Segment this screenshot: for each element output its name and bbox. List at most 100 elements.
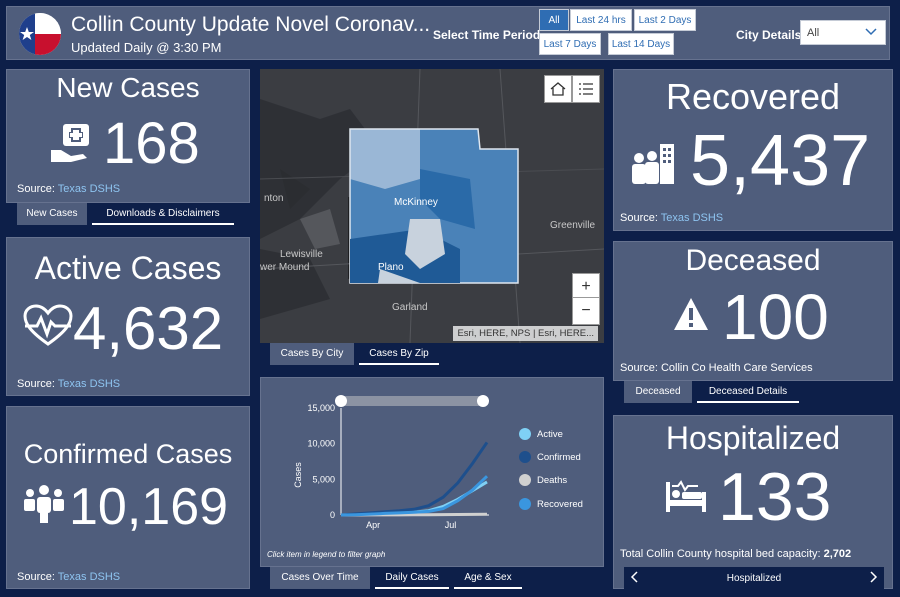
source-prefix: Source: xyxy=(17,378,55,390)
recovered-value: 5,437 xyxy=(690,121,871,201)
legend-item-recovered[interactable]: Recovered xyxy=(519,498,583,510)
bed-capacity-value: 2,702 xyxy=(823,548,852,560)
tab-cases-by-zip[interactable]: Cases By Zip xyxy=(359,343,439,365)
recovered-source: Source: Texas DSHS xyxy=(620,212,723,224)
confirmed-cases-title: Confirmed Cases xyxy=(23,439,233,469)
deceased-value: 100 xyxy=(722,281,829,353)
source-prefix: Source: xyxy=(620,212,658,224)
source-link[interactable]: Texas DSHS xyxy=(57,378,121,390)
legend-button[interactable] xyxy=(572,75,600,103)
map-label-flower-mound: wer Mound xyxy=(260,262,310,273)
source-prefix: Source: xyxy=(17,571,55,583)
people-city-icon xyxy=(630,142,682,193)
new-cases-value: 168 xyxy=(103,111,200,176)
time-period-label: Select Time Period xyxy=(433,28,541,42)
tab-new-cases[interactable]: New Cases xyxy=(17,203,87,225)
legend-label: Deaths xyxy=(537,474,568,486)
confirmed-cases-card: Confirmed Cases 10,169 Source: Texas DSH… xyxy=(6,406,250,589)
legend-dot xyxy=(519,498,531,510)
map-label-nton: nton xyxy=(264,193,284,204)
page-title: Collin County Update Novel Coronav... xyxy=(71,13,431,36)
source-link[interactable]: Texas DSHS xyxy=(660,212,724,224)
tab-age-sex[interactable]: Age & Sex xyxy=(454,567,522,589)
time-2days-button[interactable]: Last 2 Days xyxy=(634,9,696,31)
legend-item-deaths[interactable]: Deaths xyxy=(519,474,567,486)
chevron-right-icon[interactable] xyxy=(870,571,878,586)
deceased-title: Deceased xyxy=(685,244,821,277)
recovered-title: Recovered xyxy=(665,76,841,117)
hospitalized-card: Hospitalized 133 Total Collin County hos… xyxy=(613,415,893,589)
texas-flag-logo xyxy=(19,13,61,55)
heart-pulse-icon xyxy=(23,304,73,353)
tab-cases-over-time[interactable]: Cases Over Time xyxy=(270,567,370,589)
source-prefix: Source: xyxy=(17,183,55,195)
time-14days-button[interactable]: Last 14 Days xyxy=(608,33,674,55)
city-select[interactable]: All xyxy=(800,20,886,45)
legend-dot xyxy=(519,451,531,463)
hospitalized-nav-bar: Hospitalized xyxy=(624,567,884,589)
new-cases-source: Source: Texas DSHS xyxy=(17,183,120,195)
people-group-icon xyxy=(23,483,65,528)
header-bar: Collin County Update Novel Coronav... Up… xyxy=(6,6,890,60)
confirmed-cases-value: 10,169 xyxy=(69,478,229,536)
city-select-value: All xyxy=(807,26,820,39)
legend-dot xyxy=(519,474,531,486)
map-label-lewisville: Lewisville xyxy=(280,249,323,260)
source-link[interactable]: Texas DSHS xyxy=(57,571,121,583)
tab-cases-by-city[interactable]: Cases By City xyxy=(270,343,354,365)
map-label-greenville: Greenville xyxy=(550,220,596,231)
cases-over-time-chart[interactable]: Cases 15,000 10,000 5,000 0 Apr Jul xyxy=(261,378,501,538)
cases-chart-card: Cases 15,000 10,000 5,000 0 Apr Jul Active C… xyxy=(260,377,604,567)
chart-range-slider[interactable] xyxy=(339,396,485,406)
tab-deceased[interactable]: Deceased xyxy=(624,381,692,403)
y-tick-label: 15,000 xyxy=(307,403,335,413)
warning-icon xyxy=(672,296,710,337)
list-icon xyxy=(579,83,593,95)
chevron-down-icon xyxy=(865,27,877,40)
legend-label: Active xyxy=(537,428,563,440)
bed-capacity-label: Total Collin County hospital bed capacit… xyxy=(620,548,821,560)
active-cases-card: Active Cases 4,632 Source: Texas DSHS xyxy=(6,237,250,396)
chart-hint: Click item in legend to filter graph xyxy=(267,550,386,559)
legend-item-confirmed[interactable]: Confirmed xyxy=(519,451,581,463)
home-button[interactable] xyxy=(544,75,572,103)
hospital-bed-icon xyxy=(664,480,708,519)
tab-deceased-details[interactable]: Deceased Details xyxy=(697,381,799,403)
x-tick-label: Jul xyxy=(445,520,457,530)
tab-downloads-disclaimers[interactable]: Downloads & Disclaimers xyxy=(92,203,234,225)
series-line-confirmed[interactable] xyxy=(340,441,489,517)
zoom-out-button[interactable]: − xyxy=(572,297,600,325)
y-tick-label: 5,000 xyxy=(312,474,335,484)
chevron-left-icon[interactable] xyxy=(630,571,638,586)
series-line-recovered[interactable] xyxy=(340,475,489,517)
confirmed-cases-source: Source: Texas DSHS xyxy=(17,571,120,583)
new-cases-card: New Cases 168 Source: Texas DSHS xyxy=(6,69,250,203)
range-handle-right[interactable] xyxy=(477,395,489,407)
legend-label: Confirmed xyxy=(537,451,581,463)
hospitalized-nav-label[interactable]: Hospitalized xyxy=(726,572,782,584)
time-24hrs-button[interactable]: Last 24 hrs xyxy=(570,9,632,31)
home-icon xyxy=(550,82,566,96)
time-7days-button[interactable]: Last 7 Days xyxy=(539,33,601,55)
active-cases-value: 4,632 xyxy=(73,295,224,362)
y-tick-label: 0 xyxy=(330,510,335,520)
y-tick-label: 10,000 xyxy=(307,439,335,449)
legend-label: Recovered xyxy=(537,498,583,510)
hospitalized-value: 133 xyxy=(718,459,832,535)
page-subtitle: Updated Daily @ 3:30 PM xyxy=(71,40,222,55)
source-link[interactable]: Texas DSHS xyxy=(57,183,121,195)
range-handle-left[interactable] xyxy=(335,395,347,407)
map-label-plano: Plano xyxy=(378,262,404,273)
deceased-card: Deceased 100 Source: Collin Co Health Ca… xyxy=(613,241,893,381)
x-tick-label: Apr xyxy=(366,520,380,530)
time-all-button[interactable]: All xyxy=(539,9,569,31)
bed-capacity-text: Total Collin County hospital bed capacit… xyxy=(620,548,851,560)
active-cases-source: Source: Texas DSHS xyxy=(17,378,120,390)
hospitalized-title: Hospitalized xyxy=(665,420,841,456)
city-details-label: City Details xyxy=(736,28,802,42)
map-label-mckinney: McKinney xyxy=(394,197,438,208)
tab-daily-cases[interactable]: Daily Cases xyxy=(375,567,449,589)
county-map[interactable]: nton Lewisville wer Mound McKinney Plano… xyxy=(260,69,604,343)
legend-item-active[interactable]: Active xyxy=(519,428,563,440)
map-attribution[interactable]: Esri, HERE, NPS | Esri, HERE... xyxy=(453,326,598,341)
